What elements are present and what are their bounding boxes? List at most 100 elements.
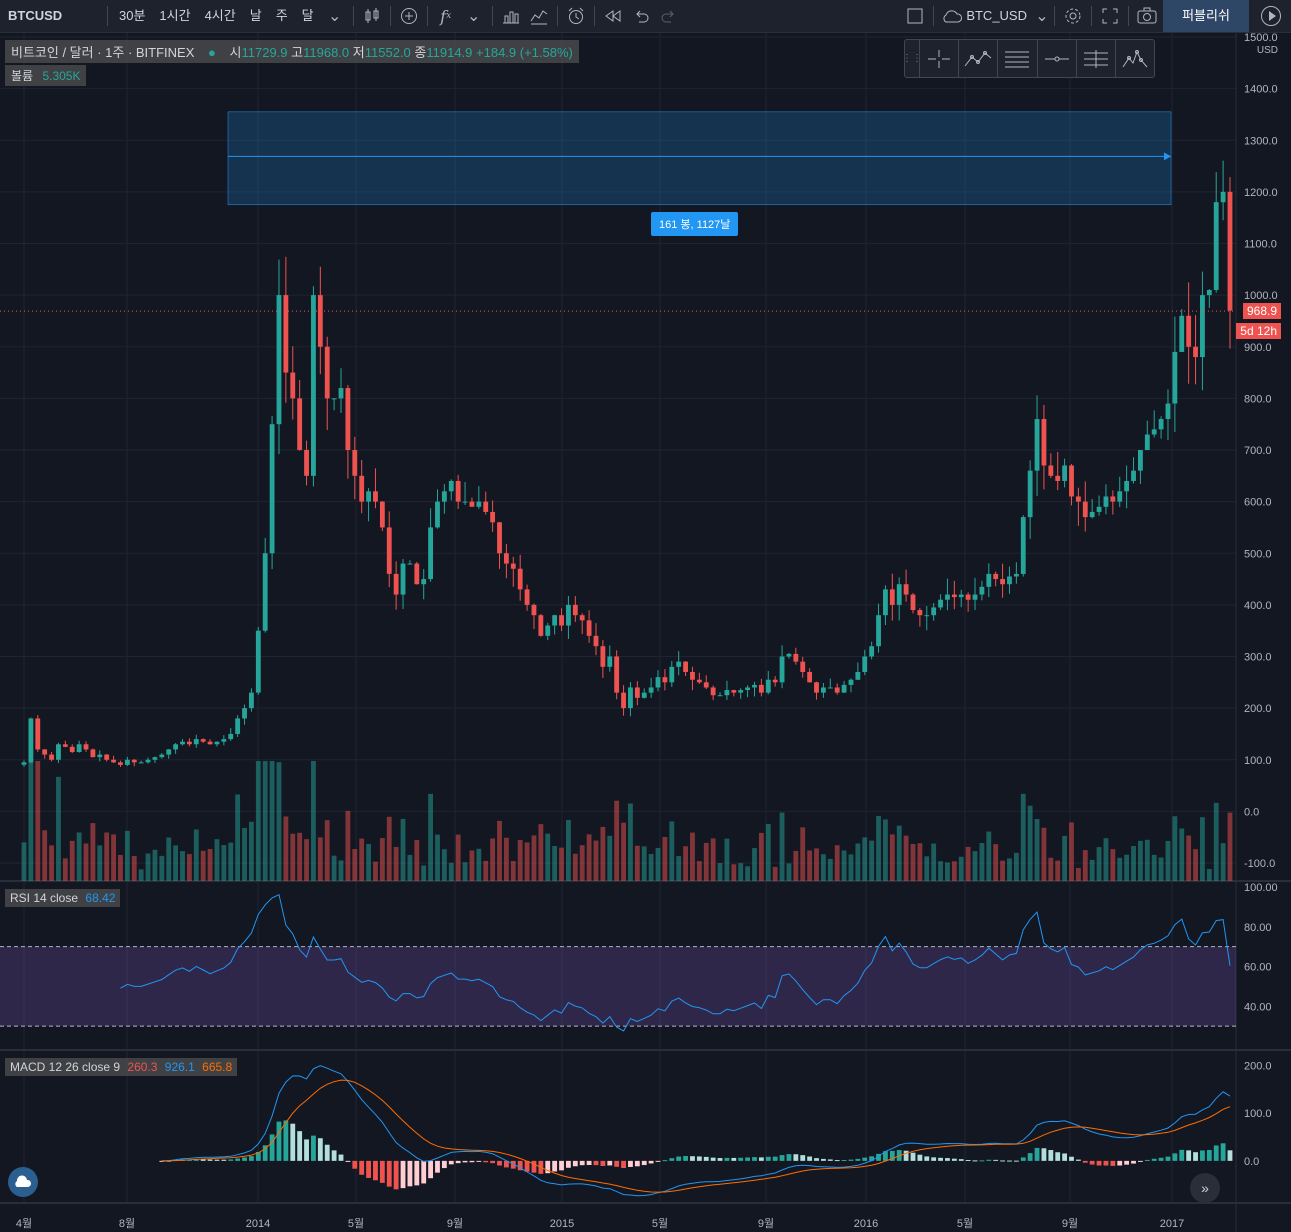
price-tick-label: 700.0 — [1244, 445, 1272, 457]
interval-day[interactable]: 날 — [249, 8, 262, 23]
volume-bar — [1151, 854, 1157, 881]
candle-body — [510, 563, 516, 569]
crosshair-icon[interactable] — [920, 40, 960, 77]
macd-histogram-bar — [841, 1159, 847, 1161]
candle-body — [1179, 315, 1185, 352]
volume-bar — [524, 842, 530, 881]
chevron-down-icon[interactable]: ⌄ — [327, 8, 342, 25]
trend-line-icon[interactable] — [1038, 40, 1077, 77]
gear-icon[interactable] — [1059, 0, 1087, 32]
macd-histogram-bar — [400, 1160, 406, 1189]
candle-body — [779, 656, 785, 683]
publish-button[interactable]: 퍼블리쉬 — [1163, 0, 1249, 32]
candle-body — [951, 594, 957, 598]
volume-bar — [862, 837, 868, 881]
price-tick-label: 1500.0 — [1244, 33, 1278, 44]
candle-body — [703, 682, 709, 688]
macd-histogram-bar — [469, 1160, 475, 1163]
macd-histogram-bar — [235, 1158, 241, 1161]
candle-body — [262, 553, 268, 631]
replay-icon[interactable] — [599, 0, 627, 32]
macd-histogram-bar — [869, 1156, 875, 1161]
macd-histogram-bar — [517, 1160, 523, 1171]
candle-body — [49, 754, 54, 760]
cloud-icon[interactable] — [938, 0, 966, 32]
volume-bar — [566, 819, 571, 881]
macd-histogram-bar — [441, 1160, 447, 1169]
macd-histogram-bar — [703, 1156, 709, 1161]
candle-body — [131, 759, 137, 763]
candle-body — [648, 687, 654, 693]
layout-name[interactable]: BTC_USD — [966, 8, 1027, 23]
macd-histogram-bar — [566, 1160, 571, 1168]
expand-icon[interactable] — [1096, 0, 1124, 32]
macd-histogram-bar — [1179, 1149, 1185, 1161]
chevron-down-icon[interactable]: ⌄ — [1035, 8, 1049, 25]
financials-icon[interactable] — [497, 0, 525, 32]
candle-body — [848, 679, 854, 685]
macd-histogram-bar — [1048, 1150, 1054, 1161]
divider — [593, 6, 595, 26]
volume-bar — [1165, 840, 1171, 881]
volume-bar — [483, 860, 489, 881]
candle-body — [373, 491, 378, 502]
candle-body — [173, 744, 179, 750]
time-tick-label: 5월 — [652, 1217, 668, 1230]
macd-histogram-bar — [876, 1153, 881, 1161]
candle-body — [655, 677, 661, 688]
change-value: +184.9 (+1.58%) — [476, 45, 573, 60]
volume-bar — [1193, 849, 1198, 881]
camera-icon[interactable] — [1133, 0, 1161, 32]
interval-4h[interactable]: 4시간 — [204, 8, 236, 23]
play-icon[interactable] — [1251, 0, 1291, 32]
redo-icon[interactable] — [655, 0, 683, 32]
macd-histogram-bar — [1096, 1160, 1102, 1166]
volume-bar — [910, 843, 916, 881]
rsi-tick-label: 80.00 — [1244, 922, 1272, 934]
pattern-icon[interactable] — [959, 40, 999, 77]
volume-bar — [510, 861, 516, 881]
measure-icon[interactable] — [1077, 40, 1116, 77]
interval-30m[interactable]: 30분 — [119, 8, 146, 23]
volume-bar — [414, 840, 420, 881]
interval-month[interactable]: 달 — [301, 8, 314, 23]
cloud-logo-icon[interactable] — [8, 1167, 38, 1197]
volume-bar — [641, 846, 647, 881]
candle-body — [883, 589, 888, 616]
macd-histogram-bar — [979, 1160, 985, 1162]
undo-icon[interactable] — [627, 0, 655, 32]
drag-handle-icon[interactable]: ⋮⋮ — [902, 40, 922, 77]
candle-body — [814, 682, 819, 693]
macd-histogram-bar — [476, 1160, 482, 1162]
interval-1h[interactable]: 1시간 — [159, 8, 191, 23]
candle-style-icon[interactable] — [358, 0, 386, 32]
candle-body — [717, 695, 723, 697]
candle-body — [634, 687, 640, 698]
volume-bar — [724, 838, 730, 881]
macd-value: 260.3 — [127, 1060, 158, 1074]
elliott-wave-icon[interactable] — [1116, 40, 1154, 77]
interval-week[interactable]: 주 — [275, 8, 288, 23]
symbol-search[interactable]: BTCUSD — [8, 8, 63, 23]
divider — [107, 6, 108, 26]
fullscreen-square-icon[interactable] — [901, 0, 929, 32]
candle-body — [593, 635, 599, 647]
volume-bar — [924, 856, 930, 881]
scroll-to-realtime-button[interactable]: » — [1190, 1173, 1220, 1203]
fib-retracement-icon[interactable] — [998, 40, 1038, 77]
macd-histogram-bar — [193, 1159, 199, 1161]
macd-histogram-bar — [724, 1157, 730, 1161]
macd-histogram-bar — [1103, 1160, 1109, 1166]
status-dot: ● — [208, 45, 216, 60]
candle-body — [1075, 496, 1081, 502]
candle-body — [228, 733, 234, 740]
compare-add-icon[interactable] — [395, 0, 423, 32]
chevron-down-icon[interactable]: ⌄ — [466, 8, 481, 25]
volume-bar — [1137, 840, 1143, 881]
volume-bar — [807, 850, 813, 881]
chart-canvas[interactable]: 1500.0 1400.0 1300.0 1200.0 1100.0 1000.0 900.… — [0, 33, 1291, 1232]
macd-histogram-bar — [1110, 1160, 1116, 1166]
alert-clock-icon[interactable] — [562, 0, 590, 32]
templates-icon[interactable] — [525, 0, 553, 32]
